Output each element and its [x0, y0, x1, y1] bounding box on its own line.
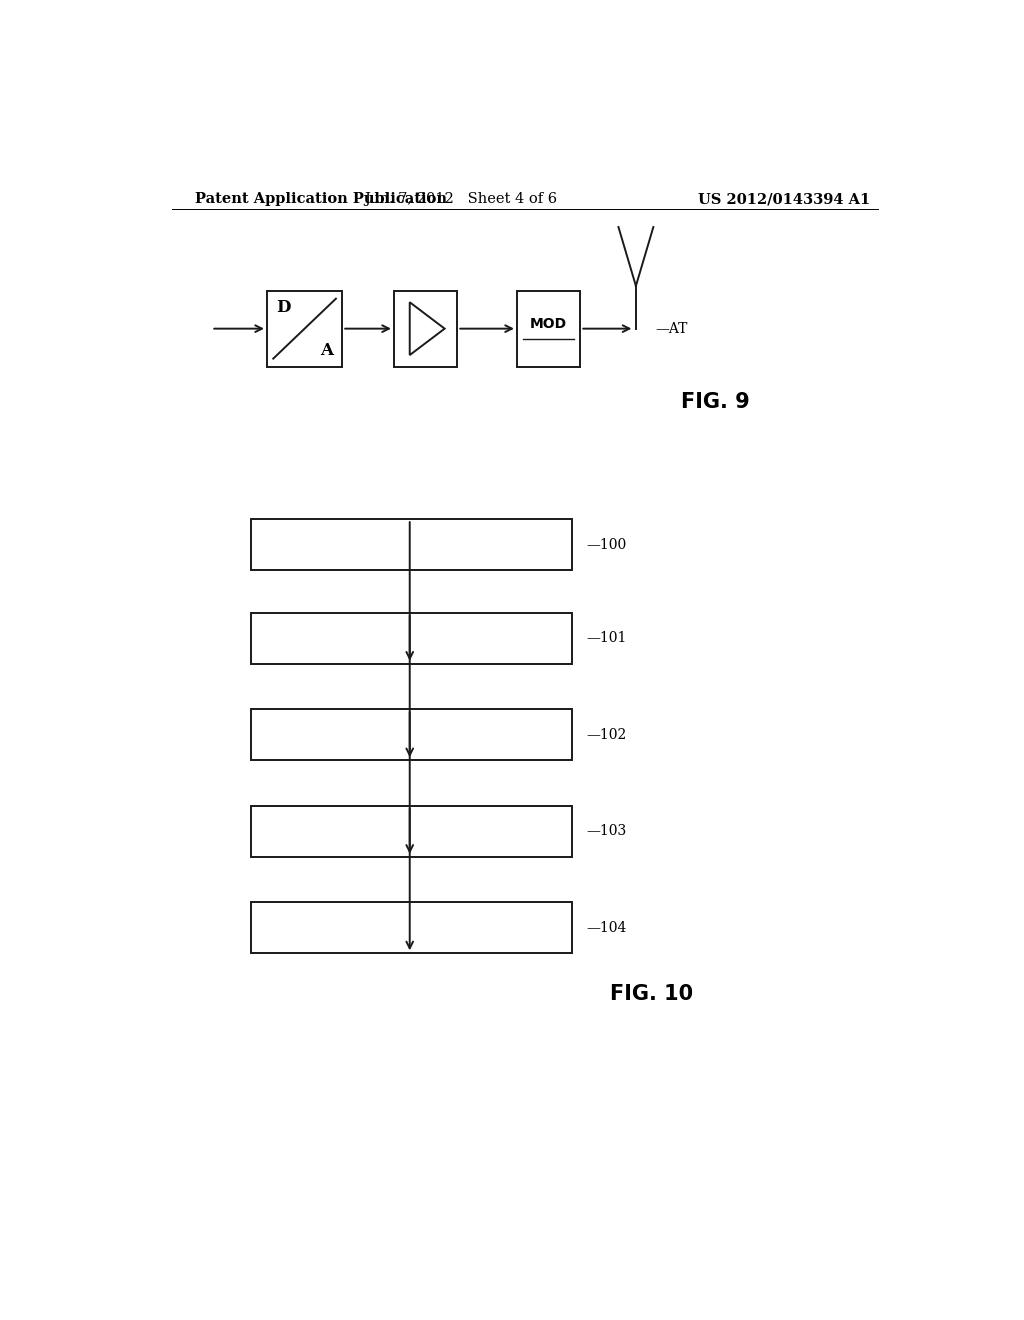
Text: —101: —101 [587, 631, 627, 645]
Text: —104: —104 [587, 921, 627, 935]
FancyBboxPatch shape [251, 519, 572, 570]
FancyBboxPatch shape [251, 709, 572, 760]
FancyBboxPatch shape [517, 290, 581, 367]
Text: —AT: —AT [655, 322, 688, 335]
FancyBboxPatch shape [251, 612, 572, 664]
Text: —100: —100 [587, 537, 627, 552]
FancyBboxPatch shape [251, 805, 572, 857]
FancyBboxPatch shape [251, 903, 572, 953]
Text: MOD: MOD [530, 317, 567, 330]
Text: FIG. 9: FIG. 9 [681, 392, 750, 412]
Text: US 2012/0143394 A1: US 2012/0143394 A1 [697, 191, 870, 206]
FancyBboxPatch shape [267, 290, 342, 367]
Text: FIG. 10: FIG. 10 [610, 983, 693, 1005]
Text: D: D [276, 298, 291, 315]
Text: Jun. 7, 2012   Sheet 4 of 6: Jun. 7, 2012 Sheet 4 of 6 [365, 191, 558, 206]
Text: A: A [319, 342, 333, 359]
FancyBboxPatch shape [394, 290, 458, 367]
Text: Patent Application Publication: Patent Application Publication [196, 191, 447, 206]
Text: —102: —102 [587, 727, 627, 742]
Text: —103: —103 [587, 824, 627, 838]
